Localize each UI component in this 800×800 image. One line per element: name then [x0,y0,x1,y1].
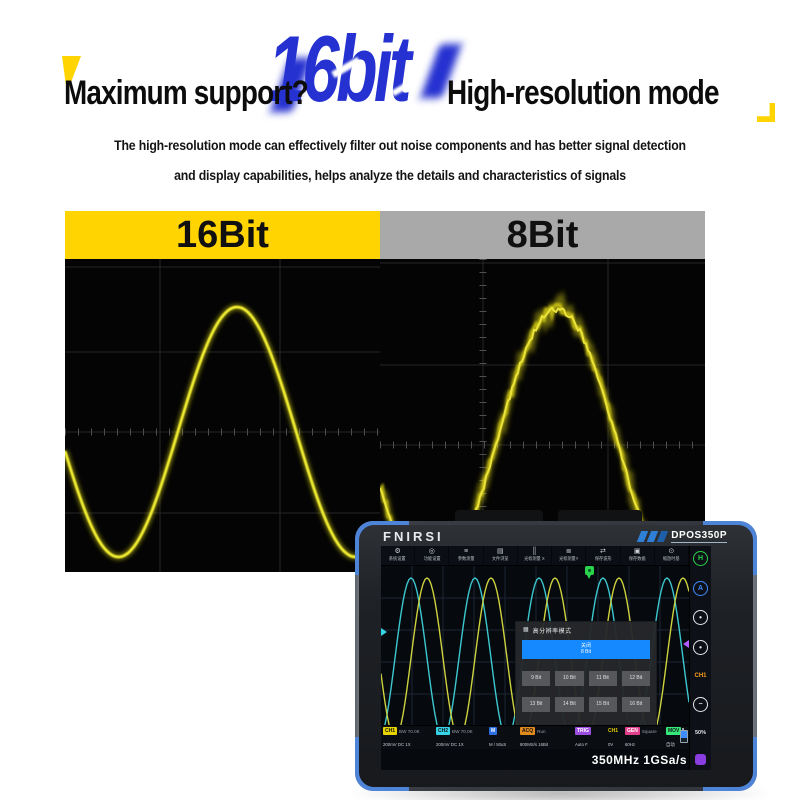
device-top-button [558,510,642,524]
model-name: DPOS350P [671,530,727,543]
zoom-out-button[interactable]: − [693,696,708,712]
option-14bit[interactable]: 14 Bit [555,696,584,712]
option-15bit[interactable]: 15 Bit [588,696,617,712]
panel-16bit-header: 16Bit [65,211,380,259]
battery-icon [680,727,688,743]
focus-button[interactable]: • [693,639,708,655]
toolbar-item-save-data[interactable]: ▣ 保存数据 [621,546,655,565]
trigger-icon[interactable] [695,753,706,765]
cursor-x-icon: ║ [532,548,537,556]
toolbar-item-zoom-timebase[interactable]: ⊙ 缩放时基 [655,546,689,565]
panel-8bit-header: 8Bit [380,211,705,259]
panel-16bit: 16Bit [65,211,380,572]
trigger-level-marker-right[interactable] [683,639,689,648]
status-generator[interactable]: GEN Square 60Hz [625,727,657,749]
trigger-position-pin[interactable] [585,565,594,579]
option-12bit[interactable]: 12 Bit [621,670,650,686]
screen-status-bar: CH1 BW 70.0K 200mV DC 1X CH2 BW 70.0K 20… [381,724,689,750]
screen-side-buttons: H A • • CH1 − 50% [689,546,711,770]
option-16bit[interactable]: 16 Bit [621,696,650,712]
chevron-icon [657,531,669,542]
save-data-icon: ▣ [633,548,641,556]
zoom-timebase-icon: ⊙ [668,548,675,556]
menu-grid-icon: ▦ [523,626,529,633]
dialog-bit-options: 9 Bit 10 Bit 11 Bit 12 Bit 13 Bit 14 Bit… [522,670,650,712]
toolbar-item-file-browser[interactable]: ▤ 文件浏览 [484,546,518,565]
parameter-measure-icon: ≡ [464,548,469,556]
bandwidth-samplerate-spec: 350MHz 1GSa/s [591,752,687,767]
device-body: FNIRSI DPOS350P ⚙ 系统设置 ◎ [359,525,753,787]
run-stop-button[interactable]: H [693,551,708,566]
toolbar-item-save-waveform[interactable]: ⇄ 保存波形 [586,546,621,565]
model-badge: DPOS350P [637,530,727,543]
channel-select-button[interactable]: CH1 [694,672,707,679]
function-settings-icon: ◎ [428,548,435,556]
option-10bit[interactable]: 10 Bit [555,670,584,686]
dialog-title: 高分辨率模式 [532,628,572,635]
screen-waveform-area: ▦ 高分辨率模式 关闭 8 Bit 9 Bit 10 Bit 11 Bit [381,565,689,725]
channel-level-marker-left[interactable] [381,627,387,636]
subtitle-line2: and display capabilities, helps analyze … [174,167,626,183]
gear-icon: ⚙ [394,548,401,556]
toolbar-item-cursor-y[interactable]: ≣ 光标测量Y [552,546,587,565]
status-trigger[interactable]: TRIG Auto F [575,727,591,749]
scope-16bit-waveform [65,259,380,572]
dialog-selected-option[interactable]: 关闭 8 Bit [522,639,650,659]
headline-left: Maximum support? [64,74,309,112]
device-top-button [455,510,543,524]
toolbar-item-function-settings[interactable]: ◎ 功能设置 [415,546,450,565]
option-11bit[interactable]: 11 Bit [588,670,617,686]
subtitle-line1: The high-resolution mode can effectively… [114,137,686,153]
panel-16bit-scope [65,259,380,572]
toolbar-item-cursor-x[interactable]: ║ 光标测量 X [518,546,553,565]
status-ch1[interactable]: CH1 BW 70.0K 200mV DC 1X [383,727,420,749]
toolbar-item-system-settings[interactable]: ⚙ 系统设置 [381,546,416,565]
oscilloscope-device: FNIRSI DPOS350P ⚙ 系统设置 ◎ [355,521,757,791]
trigger-50-button[interactable]: 50% [694,729,706,736]
yellow-corner-accent-right [757,103,775,122]
zoom-in-button[interactable]: • [693,610,708,626]
status-trigger-source[interactable]: CH1 0V [608,728,619,749]
file-browser-icon: ▤ [496,548,504,556]
option-13bit[interactable]: 13 Bit [522,696,551,712]
cursor-y-icon: ≣ [565,548,572,556]
status-ch2[interactable]: CH2 BW 70.0K 200mV DC 1X [436,727,473,749]
status-timebase[interactable]: M M / 50uS [489,727,507,749]
auto-button[interactable]: A [693,580,708,596]
toolbar-item-parameter-measure[interactable]: ≡ 参数测量 [449,546,484,565]
high-resolution-mode-dialog: ▦ 高分辨率模式 关闭 8 Bit 9 Bit 10 Bit 11 Bit [516,621,656,725]
device-screen: ⚙ 系统设置 ◎ 功能设置 ≡ 参数测量 ▤ 文件浏览 ║ [381,546,711,770]
status-acquisition[interactable]: ACQ Run 800MS/s 16Bit [520,727,549,749]
option-9bit[interactable]: 9 Bit [522,670,551,686]
brand-logo: FNIRSI [383,529,444,544]
screen-toolbar: ⚙ 系统设置 ◎ 功能设置 ≡ 参数测量 ▤ 文件浏览 ║ [381,546,689,566]
headline-right: High-resolution mode [447,74,720,112]
status-mov[interactable]: MOV 自动 [666,727,682,749]
save-waveform-icon: ⇄ [599,548,606,556]
